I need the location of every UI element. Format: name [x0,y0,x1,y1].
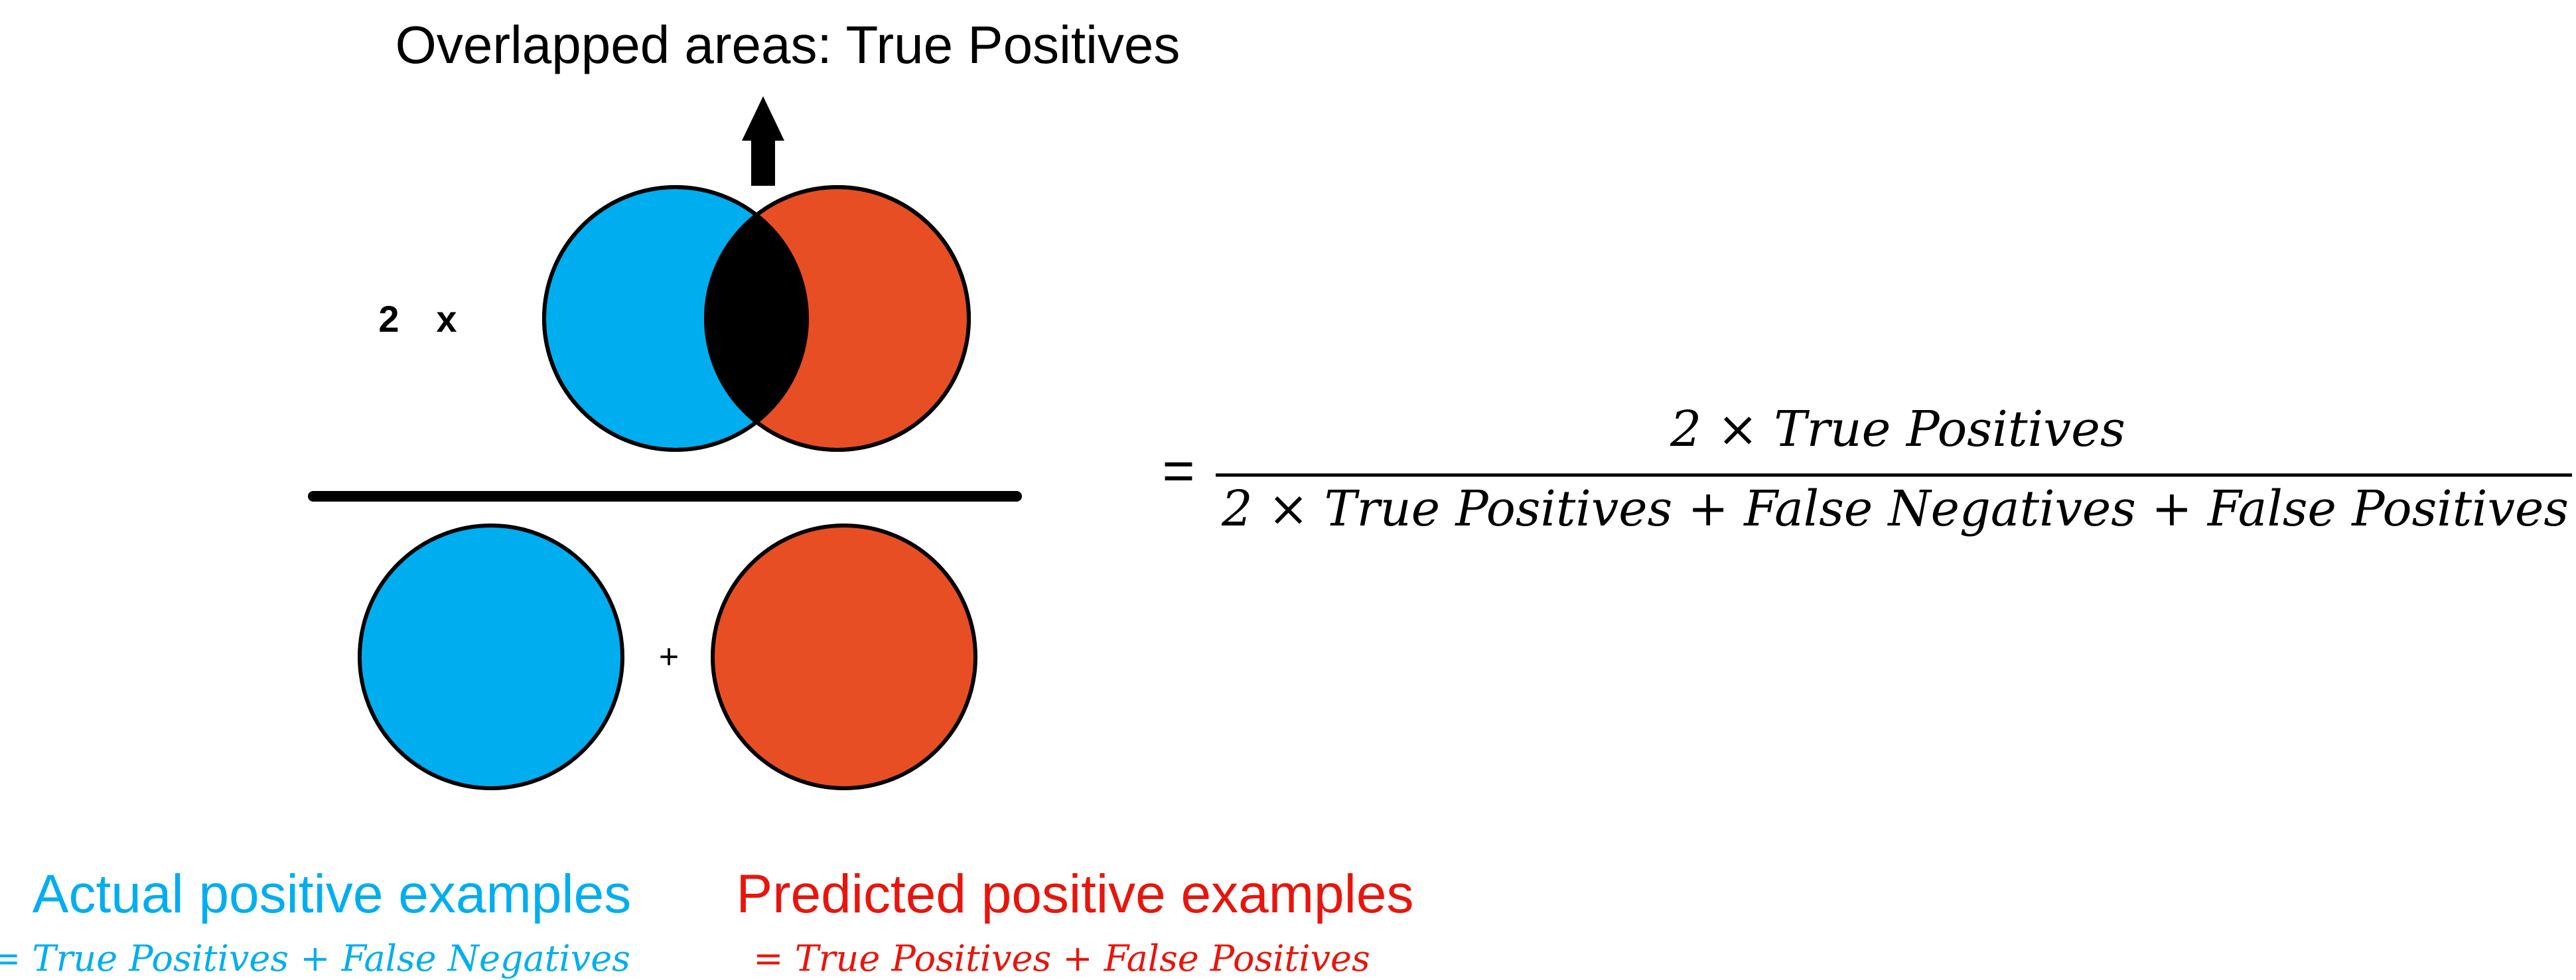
formula-numerator: 2 × True Positives [1670,401,2125,458]
actual-positive-circle-bottom [358,524,624,790]
legend-actual-formula: = True Positives + False Negatives [0,938,630,979]
legend-predicted-label: Predicted positive examples [737,864,1414,924]
predicted-positive-circle-bottom [711,524,977,790]
formula-denominator: 2 × True Positives + False Negatives + F… [1221,480,2569,537]
denominator-plus: + [659,638,679,676]
actual-positive-outline [542,185,809,452]
up-arrow-icon [742,96,784,186]
predicted-positive-outline [704,185,971,452]
formula-equals: = [1162,439,1194,502]
legend-actual-label: Actual positive examples [33,864,631,924]
numerator-times: x [436,298,457,340]
numerator-coefficient: 2 [378,298,399,340]
header-title: Overlapped areas: True Positives [395,15,1181,74]
overlap-venn [542,185,971,452]
true-positives-overlap [706,187,807,450]
legend-predicted-formula: = True Positives + False Positives [753,938,1370,979]
